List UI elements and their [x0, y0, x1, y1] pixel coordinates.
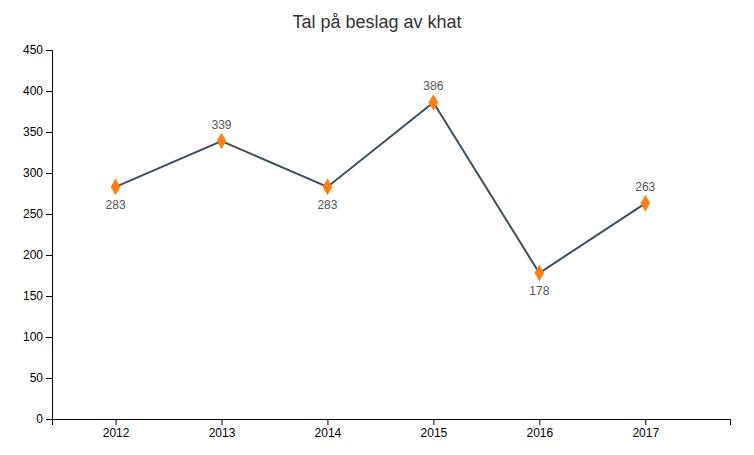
x-tick-label: 2016 [526, 426, 553, 440]
y-tick-label: 0 [36, 412, 43, 426]
y-axis-line [46, 51, 53, 420]
title: Tal på beslag av khat [292, 12, 461, 32]
y-tick-label: 200 [23, 248, 43, 262]
y-tick-mark [46, 91, 52, 92]
x-tick: 2015 [421, 419, 448, 440]
x-tick-mark [222, 419, 223, 425]
data-label: 283 [106, 198, 126, 212]
x-axis: 2012 2013 2014 2015 2016 2017 [53, 419, 731, 440]
y-tick: 50 [30, 371, 52, 385]
marker [640, 195, 650, 212]
x-tick-label: 2014 [315, 426, 342, 440]
data-label: 386 [423, 79, 443, 93]
y-tick: 350 [23, 125, 52, 139]
y-tick-label: 150 [23, 289, 43, 303]
y-tick: 0 [36, 412, 52, 426]
x-tick: 2016 [526, 419, 553, 440]
y-tick-mark [46, 255, 52, 256]
line [116, 102, 646, 273]
y-tick: 200 [23, 248, 52, 262]
x-tick-label: 2017 [632, 426, 659, 440]
x-tick-label: 2013 [209, 426, 236, 440]
y-tick-label: 400 [23, 84, 43, 98]
data-label: 263 [635, 180, 655, 194]
chart: 2012 2013 2014 2015 2016 2017 0 50 100 150 200 250 3… [0, 0, 754, 455]
x-tick-label: 2012 [103, 426, 130, 440]
y-tick-mark [46, 378, 52, 379]
y-tick: 100 [23, 330, 52, 344]
y-tick-mark [46, 296, 52, 297]
y-tick-label: 100 [23, 330, 43, 344]
x-tick-mark [116, 419, 117, 425]
data-label: 339 [211, 118, 231, 132]
x-tick-mark [433, 419, 434, 425]
y-tick-mark [46, 419, 52, 420]
data-label: 283 [317, 198, 337, 212]
y-tick: 250 [23, 207, 52, 221]
marker [429, 94, 439, 111]
marks [111, 94, 650, 281]
marker [217, 133, 227, 150]
y-axis: 0 50 100 150 200 250 300 350 400 450 [23, 43, 53, 426]
y-tick: 400 [23, 84, 52, 98]
data-labels: 283 339 283 386 178 263 [106, 79, 656, 298]
x-tick: 2014 [315, 419, 342, 440]
plot: 2012 2013 2014 2015 2016 2017 0 50 100 150 200 250 3… [23, 43, 731, 439]
x-axis-line [53, 420, 731, 426]
y-tick-label: 450 [23, 43, 43, 57]
y-tick-mark [46, 132, 52, 133]
marker [111, 179, 121, 196]
x-tick: 2013 [209, 419, 236, 440]
x-tick-mark [645, 419, 646, 425]
y-tick-label: 50 [30, 371, 44, 385]
x-tick: 2017 [632, 419, 659, 440]
y-tick-label: 350 [23, 125, 43, 139]
x-tick: 2012 [103, 419, 130, 440]
x-tick-mark [327, 419, 328, 425]
y-tick-label: 300 [23, 166, 43, 180]
marker [535, 265, 545, 282]
y-tick-label: 250 [23, 207, 43, 221]
x-tick-label: 2015 [421, 426, 448, 440]
marker [323, 179, 333, 196]
x-tick-mark [539, 419, 540, 425]
y-tick-mark [46, 173, 52, 174]
y-tick: 450 [23, 43, 52, 57]
y-tick-mark [46, 50, 52, 51]
data-label: 178 [529, 284, 549, 298]
y-tick-mark [46, 214, 52, 215]
y-tick: 300 [23, 166, 52, 180]
y-tick-mark [46, 337, 52, 338]
y-tick: 150 [23, 289, 52, 303]
